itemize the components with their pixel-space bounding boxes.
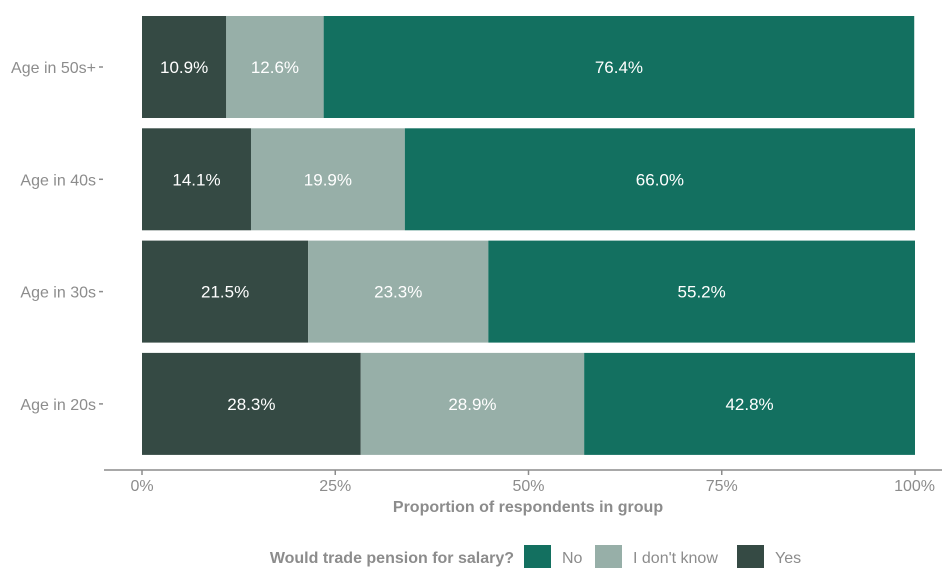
bar-segment-no xyxy=(323,16,915,118)
bar-segment-no xyxy=(488,240,915,343)
x-axis: 0% 25% 50% 75% 100% xyxy=(104,469,942,495)
data-label: 14.1% xyxy=(172,170,220,189)
bar-segment-i-don-t-know xyxy=(360,352,585,455)
y-tick-label: Age in 50s+ xyxy=(11,60,96,77)
data-label: 42.8% xyxy=(725,395,773,414)
data-label: 23.3% xyxy=(374,283,422,302)
x-tick-label: 0% xyxy=(130,478,153,495)
data-label: 21.5% xyxy=(201,283,249,302)
bar-segment-no xyxy=(584,352,915,455)
bars-layer xyxy=(142,16,915,455)
bar-segment-i-don-t-know xyxy=(226,16,324,118)
bar-segment-yes xyxy=(142,352,361,455)
x-axis-title: Proportion of respondents in group xyxy=(393,499,663,516)
legend-key-yes xyxy=(737,545,764,568)
legend-label-yes: Yes xyxy=(775,550,801,567)
x-tick-label: 75% xyxy=(706,478,738,495)
x-tick-label: 25% xyxy=(319,478,351,495)
x-tick-label: 100% xyxy=(894,478,935,495)
y-tick-label: Age in 40s xyxy=(20,172,96,189)
data-label: 12.6% xyxy=(251,58,299,77)
x-tick-label: 50% xyxy=(512,478,544,495)
legend-key-i-don-t-know xyxy=(595,545,622,568)
data-label: 19.9% xyxy=(304,170,352,189)
data-label: 28.9% xyxy=(448,395,496,414)
legend-label-no: No xyxy=(562,550,583,567)
data-label: 10.9% xyxy=(160,58,208,77)
legend-title: Would trade pension for salary? xyxy=(270,550,514,567)
legend-label-i-don-t-know: I don't know xyxy=(633,550,718,567)
data-labels-layer: 10.9% 12.6% 76.4% 14.1% 19.9% 66.0% 21.5% 23.3%… xyxy=(160,58,774,414)
data-label: 66.0% xyxy=(636,170,684,189)
y-tick-label: Age in 20s xyxy=(20,397,96,414)
y-axis: Age in 50s+ Age in 40s Age in 30s Age in 20… xyxy=(11,60,103,414)
data-label: 28.3% xyxy=(227,395,275,414)
bar-segment-i-don-t-know xyxy=(308,240,489,343)
bar-segment-yes xyxy=(142,16,227,118)
bar-segment-yes xyxy=(142,128,251,231)
y-tick-label: Age in 30s xyxy=(20,285,96,302)
bar-segment-yes xyxy=(142,240,309,343)
legend-key-no xyxy=(524,545,551,568)
data-label: 76.4% xyxy=(595,58,643,77)
legend: Would trade pension for salary? No I don'… xyxy=(270,545,801,568)
data-label: 55.2% xyxy=(678,283,726,302)
bar-segment-no xyxy=(404,128,915,231)
bar-segment-i-don-t-know xyxy=(250,128,405,231)
